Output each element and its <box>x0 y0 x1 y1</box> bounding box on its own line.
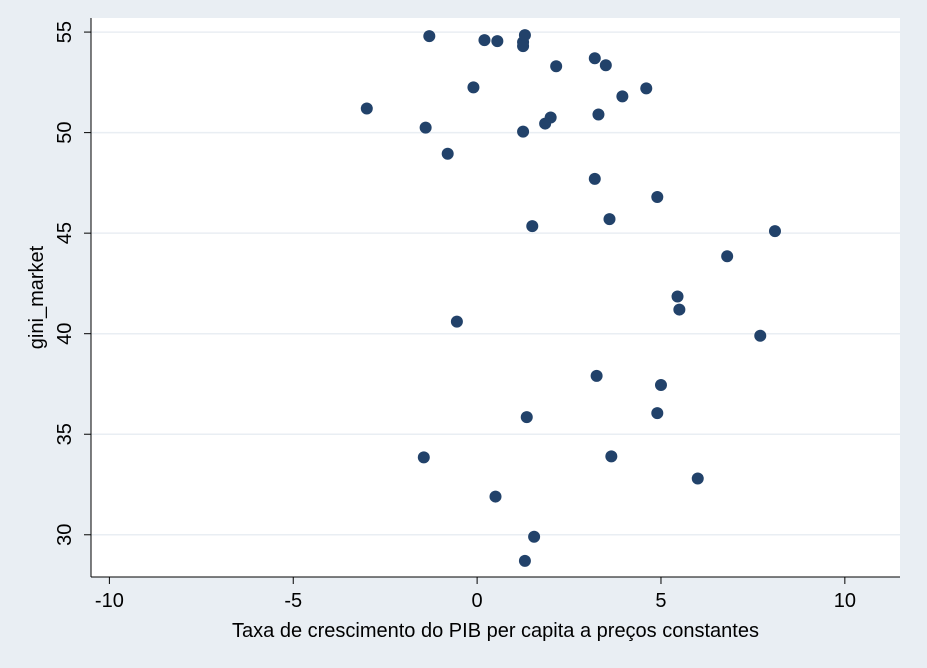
y-tick-label: 55 <box>54 21 76 43</box>
data-point <box>419 121 432 134</box>
data-point <box>599 59 612 72</box>
y-tick-label: 45 <box>54 222 76 244</box>
x-axis-label: Taxa de crescimento do PIB per capita a … <box>232 620 759 642</box>
data-point <box>520 411 533 424</box>
data-point <box>360 102 373 115</box>
y-tick-label: 40 <box>54 323 76 345</box>
data-point <box>517 40 530 53</box>
y-tick-label: 35 <box>54 423 76 445</box>
data-point <box>518 554 531 567</box>
data-point <box>588 172 601 185</box>
data-point <box>417 451 430 464</box>
x-tick-label: 0 <box>472 590 483 612</box>
x-tick-label: 10 <box>834 590 856 612</box>
data-point <box>691 472 704 485</box>
data-point <box>754 329 767 342</box>
data-point <box>528 530 541 543</box>
plot-background <box>91 18 900 577</box>
data-point <box>491 35 504 48</box>
data-point <box>423 30 436 43</box>
data-point <box>605 450 618 463</box>
data-point <box>518 29 531 42</box>
y-tick-label: 30 <box>54 524 76 546</box>
y-tick-label: 50 <box>54 121 76 143</box>
y-axis-label: gini_market <box>26 245 48 349</box>
data-point <box>517 125 530 138</box>
data-point <box>478 34 491 47</box>
data-point <box>651 407 664 420</box>
data-point <box>654 378 667 391</box>
x-tick-label: 5 <box>655 590 666 612</box>
data-point <box>603 213 616 226</box>
data-point <box>768 225 781 238</box>
data-point <box>671 290 684 303</box>
data-point <box>588 52 601 65</box>
data-point <box>489 490 502 503</box>
data-points <box>360 29 781 567</box>
x-tick-label: -10 <box>95 590 124 612</box>
data-point <box>450 315 463 328</box>
data-point <box>616 90 629 103</box>
data-point <box>539 117 552 130</box>
data-point <box>651 190 664 203</box>
data-point <box>640 82 653 95</box>
axes: 30 35 40 45 50 55 -10 -5 0 5 10 <box>54 18 900 612</box>
data-point <box>467 81 480 94</box>
data-point <box>721 250 734 263</box>
data-point <box>441 147 454 160</box>
data-point <box>590 369 603 382</box>
x-tick-label: -5 <box>284 590 302 612</box>
data-point <box>526 220 539 233</box>
data-point <box>673 303 686 316</box>
data-point <box>592 108 605 121</box>
data-point <box>550 60 563 73</box>
